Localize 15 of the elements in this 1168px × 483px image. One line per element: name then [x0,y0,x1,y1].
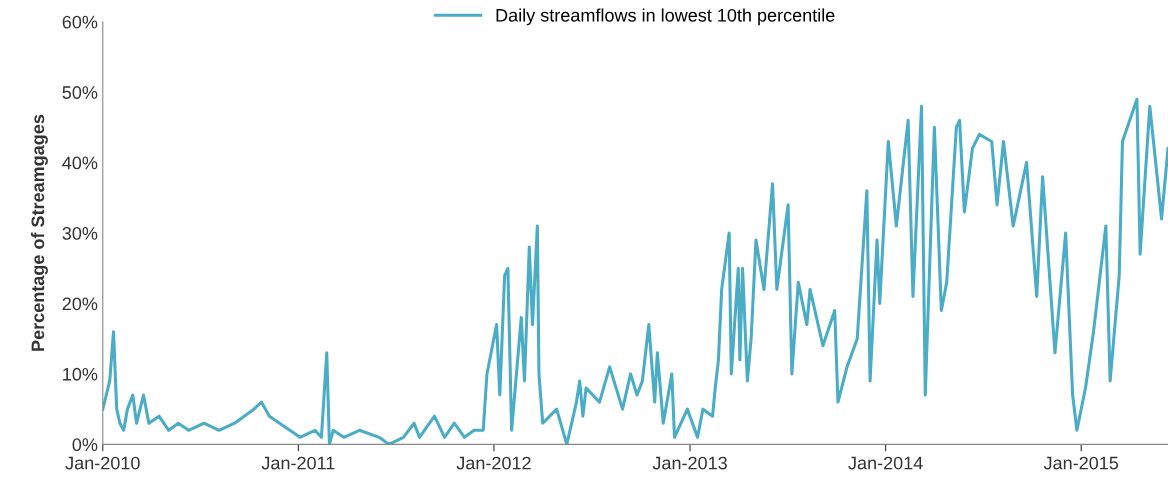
x-tick-label: Jan-2012 [456,456,531,470]
x-tick-label: Jan-2011 [261,456,335,470]
y-tick-label: 40% [62,156,98,170]
x-tick-label: Jan-2015 [1043,456,1119,470]
y-tick-label: 60% [62,15,98,29]
x-tick-label: Jan-2010 [65,456,140,470]
y-tick-label: 10% [63,367,98,381]
y-tick-label: 50% [62,86,98,99]
y-axis-title: Percentage of Streamgages [30,114,48,351]
y-tick-label: 30% [62,226,98,240]
legend-label: Daily streamflows in lowest 10th percentile [496,8,835,26]
y-tick-label: 0% [72,438,98,452]
y-tick-label: 20% [62,297,98,311]
x-tick-label: Jan-2014 [848,456,923,470]
x-tick-label: Jan-2013 [652,456,727,470]
